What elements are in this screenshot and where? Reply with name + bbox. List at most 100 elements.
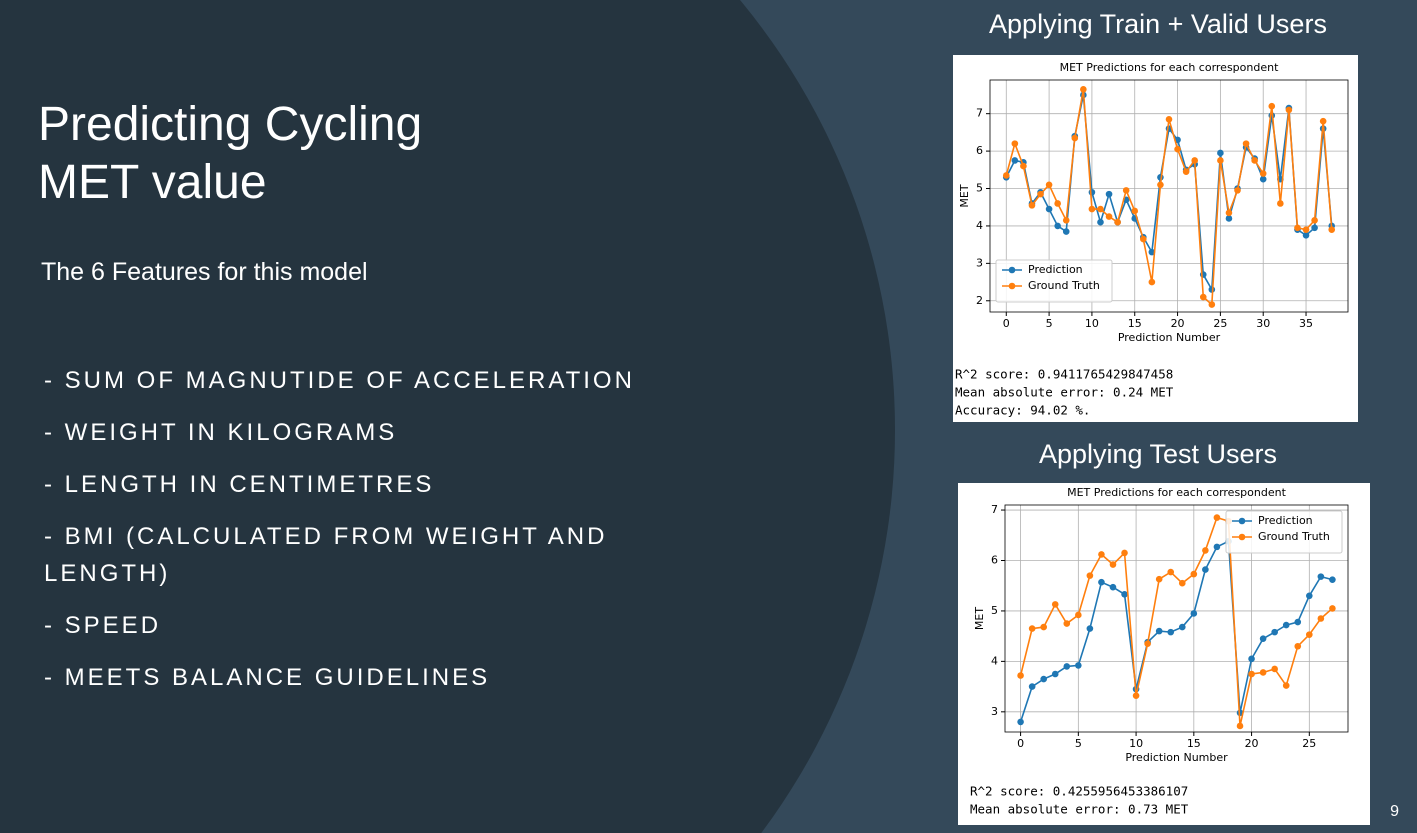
point xyxy=(1045,205,1053,213)
point xyxy=(1251,157,1258,164)
subtitle: The 6 Features for this model xyxy=(41,258,368,286)
slide-title: Predicting Cycling MET value xyxy=(38,96,422,212)
point xyxy=(1271,628,1278,636)
point xyxy=(1277,200,1284,207)
point xyxy=(1182,168,1190,175)
point xyxy=(1268,102,1276,110)
point xyxy=(1285,106,1293,114)
point xyxy=(1114,218,1121,226)
plot-frame xyxy=(1004,504,1349,733)
point xyxy=(1045,181,1053,189)
x-tick-label: 15 xyxy=(1187,737,1201,750)
chart-heading: Applying Test Users xyxy=(1038,439,1278,469)
point xyxy=(1199,293,1207,301)
y-axis-label: MET xyxy=(958,184,971,207)
point xyxy=(1234,187,1241,194)
point xyxy=(1011,157,1019,164)
point xyxy=(1037,190,1044,198)
point xyxy=(1140,235,1147,243)
point xyxy=(1063,620,1071,627)
legend-box xyxy=(1225,510,1343,554)
point xyxy=(1062,217,1070,224)
point xyxy=(1311,217,1318,224)
x-tick-label: 15 xyxy=(1128,317,1142,330)
x-tick-label: 20 xyxy=(1245,737,1259,750)
point xyxy=(1155,575,1163,583)
point xyxy=(1178,579,1186,587)
feature: - SUM OF MAGNUTIDE OF ACCELERATION xyxy=(44,367,635,394)
legend-label: Ground Truth xyxy=(1028,279,1100,292)
point xyxy=(1191,157,1198,164)
point xyxy=(1259,175,1267,183)
point xyxy=(1028,625,1036,632)
point xyxy=(1105,213,1113,220)
point xyxy=(1088,188,1096,196)
point xyxy=(1051,670,1059,678)
point xyxy=(1319,117,1327,125)
feature-list: - SUM OF MAGNUTIDE OF ACCELERATION - WEI… xyxy=(44,362,684,711)
y-tick-label: 7 xyxy=(976,107,983,120)
score-text: R^2 score: 0.4255956453386107 xyxy=(970,784,1188,799)
point xyxy=(1271,665,1278,673)
y-tick-label: 6 xyxy=(991,553,998,566)
y-tick-label: 7 xyxy=(991,503,998,516)
x-tick-label: 0 xyxy=(1003,317,1010,330)
point xyxy=(1236,722,1244,730)
point xyxy=(1109,583,1117,591)
point xyxy=(1259,170,1267,177)
point xyxy=(1167,568,1175,576)
x-tick-label: 25 xyxy=(1213,317,1227,330)
x-tick-label: 0 xyxy=(1017,737,1024,750)
score-text: R^2 score: 0.9411765429847458 xyxy=(955,367,1173,382)
point xyxy=(1132,692,1140,699)
point xyxy=(1217,157,1224,164)
point xyxy=(1294,224,1301,232)
x-tick-label: 20 xyxy=(1171,317,1185,330)
y-tick-label: 3 xyxy=(976,256,983,269)
chart-title: MET Predictions for each correspondent xyxy=(1060,61,1279,74)
point xyxy=(1282,621,1290,629)
point xyxy=(1098,551,1105,558)
legend-marker xyxy=(1008,266,1016,274)
point xyxy=(1098,578,1105,586)
x-axis-label: Prediction Number xyxy=(1125,751,1228,764)
point xyxy=(1148,248,1156,256)
point xyxy=(1075,662,1082,669)
point xyxy=(1302,231,1310,239)
point xyxy=(1328,226,1336,233)
x-tick-label: 10 xyxy=(1085,317,1099,330)
point xyxy=(1225,209,1233,217)
point xyxy=(1248,655,1255,663)
point xyxy=(1086,572,1094,579)
y-tick-label: 4 xyxy=(976,219,983,232)
point xyxy=(1155,627,1163,635)
point xyxy=(1121,549,1128,557)
point xyxy=(1311,224,1318,232)
point xyxy=(1190,570,1198,578)
legend-label: Prediction xyxy=(1028,263,1083,276)
point xyxy=(1097,218,1104,226)
point xyxy=(1040,675,1047,683)
point xyxy=(1282,682,1290,689)
point xyxy=(1202,566,1209,573)
point xyxy=(1329,576,1336,583)
point xyxy=(1225,215,1233,222)
y-tick-label: 4 xyxy=(991,654,998,667)
point xyxy=(1088,205,1096,213)
point xyxy=(1121,590,1128,598)
point xyxy=(1317,573,1325,580)
point xyxy=(1097,205,1104,213)
chart-title: MET Predictions for each correspondent xyxy=(1067,486,1286,499)
page-number: 9 xyxy=(1390,803,1399,820)
x-axis-label: Prediction Number xyxy=(1118,331,1221,344)
point xyxy=(1040,623,1047,631)
point xyxy=(1306,631,1313,638)
legend-marker xyxy=(1238,533,1246,541)
feature: - MEETS BALANCE GUIDELINES xyxy=(44,664,491,691)
point xyxy=(1178,623,1186,631)
title-line: Predicting Cycling xyxy=(38,98,423,151)
score-text: Mean absolute error: 0.24 MET xyxy=(955,385,1174,400)
point xyxy=(1165,115,1173,123)
point xyxy=(1302,226,1310,233)
